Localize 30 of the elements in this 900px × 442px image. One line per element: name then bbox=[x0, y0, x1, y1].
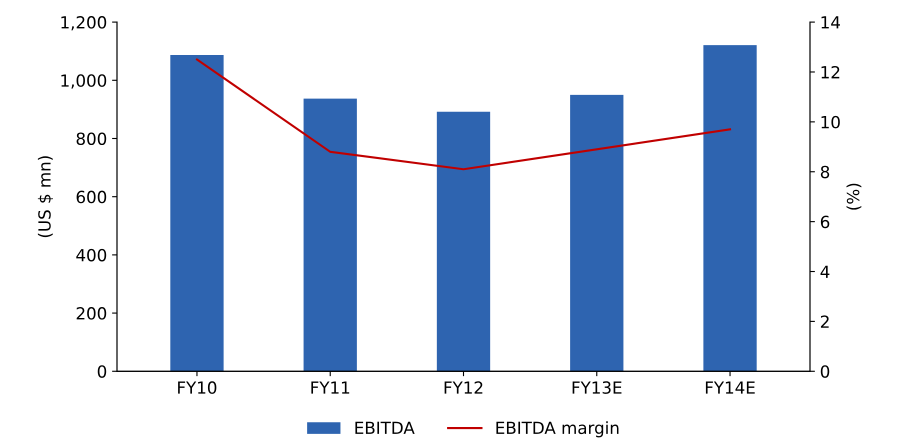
y-tick-label: 400 bbox=[76, 248, 106, 262]
y2-tick-label: 2 bbox=[820, 315, 829, 328]
bar bbox=[436, 112, 490, 372]
y-tick-label: 1,200 bbox=[61, 16, 106, 30]
y2-tick-label: 12 bbox=[822, 66, 840, 78]
x-tick-label: FY11 bbox=[311, 382, 350, 394]
x-tick-label: FY12 bbox=[444, 381, 482, 394]
y-tick-label: 800 bbox=[76, 132, 106, 146]
legend-label: EBITDA bbox=[355, 422, 415, 434]
bar bbox=[570, 94, 624, 372]
x-tick-label: FY10 bbox=[178, 381, 216, 394]
y2-tick-label: 6 bbox=[820, 216, 830, 228]
y-axis-title: (US $ mn) bbox=[38, 156, 53, 238]
y2-tick-label: 8 bbox=[820, 166, 830, 178]
line-series bbox=[196, 58, 732, 170]
x-tick-label: FY14E bbox=[706, 382, 755, 394]
y2-tick-label: 4 bbox=[820, 266, 830, 278]
y-tick-label: 200 bbox=[76, 307, 106, 320]
bar bbox=[304, 98, 357, 372]
y-tick-label: 0 bbox=[98, 365, 106, 378]
y2-tick-label: 10 bbox=[822, 116, 840, 128]
bar bbox=[170, 54, 224, 372]
legend-label: EBITDA margin bbox=[496, 421, 618, 438]
bar bbox=[703, 45, 757, 372]
y-tick-label: 600 bbox=[76, 190, 106, 204]
y-tick-label: 1,000 bbox=[61, 74, 106, 89]
y2-axis-title: (%) bbox=[846, 184, 862, 210]
y2-tick-label: 0 bbox=[820, 365, 830, 378]
y2-tick-label: 14 bbox=[822, 16, 840, 28]
x-tick-label: FY13E bbox=[572, 381, 622, 394]
